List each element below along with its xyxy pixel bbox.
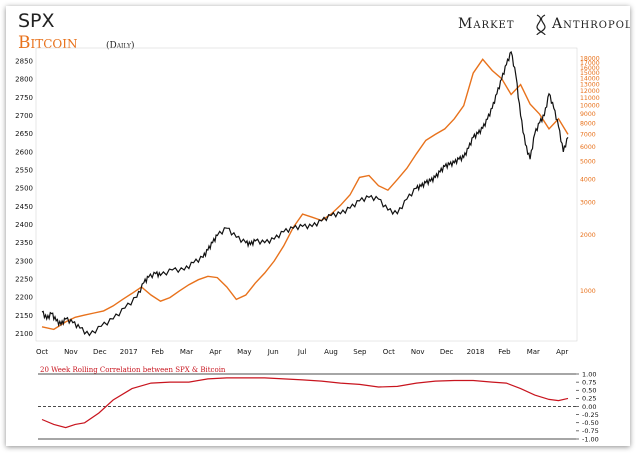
brand-right: Anthropology	[551, 16, 630, 32]
x-tick-label: Aug	[324, 348, 338, 356]
bitcoin-tick-label: 9000	[580, 111, 596, 118]
x-tick-label: Nov	[64, 348, 78, 356]
correlation-tick-label: 0.00	[582, 403, 596, 411]
spx-series-line	[41, 50, 569, 337]
x-axis: Oct Nov Dec 2017 Feb Mar Apr May Jun Jul Aug Sep Oct…	[36, 348, 568, 356]
spx-tick-label: 2250	[15, 276, 33, 284]
correlation-tick-label: -0.25	[582, 411, 599, 419]
x-tick-label: Dec	[93, 348, 107, 356]
x-tick-label: May	[237, 348, 251, 356]
bitcoin-axis: 1800017000160001500014000130001200011000…	[580, 55, 600, 294]
correlation-tick-label: 0.75	[582, 378, 596, 386]
spx-tick-label: 2700	[15, 112, 33, 120]
x-tick-label: Jun	[267, 348, 279, 356]
correlation-tick-label: 0.25	[582, 395, 596, 403]
bitcoin-tick-label: 4000	[580, 176, 596, 183]
spx-tick-label: 2500	[15, 185, 33, 193]
correlation-grid	[38, 373, 576, 440]
bitcoin-tick-label: 18000	[580, 55, 600, 62]
chart-title-spx: SPX	[18, 10, 55, 32]
x-tick-label: Apr	[209, 348, 221, 356]
x-tick-label: Feb	[151, 348, 164, 356]
bitcoin-tick-label: 14000	[580, 76, 600, 83]
correlation-tick-label: -0.75	[582, 427, 599, 435]
x-tick-label: 2018	[467, 348, 485, 356]
bitcoin-tick-label: 1000	[580, 288, 596, 295]
x-tick-label: Jul	[297, 348, 307, 356]
x-tick-label: Mar	[527, 348, 540, 356]
bitcoin-tick-label: 10000	[580, 103, 600, 110]
x-tick-label: Mar	[180, 348, 193, 356]
spx-tick-label: 2650	[15, 130, 33, 138]
bitcoin-tick-label: 8000	[580, 121, 596, 128]
bitcoin-tick-label: 7000	[580, 131, 596, 138]
chart-canvas: SPX Bitcoin (Daily) Market Anthropology …	[15, 10, 630, 443]
chart-title-bitcoin: Bitcoin	[18, 33, 78, 53]
spx-tick-label: 2600	[15, 148, 33, 156]
x-tick-label: Oct	[36, 348, 48, 356]
correlation-tick-label: 0.50	[582, 387, 596, 395]
spx-tick-label: 2450	[15, 203, 33, 211]
x-tick-label: 2017	[120, 348, 138, 356]
bitcoin-tick-label: 11000	[580, 95, 600, 102]
correlation-panel-title: 20 Week Rolling Correlation between SPX …	[40, 366, 226, 374]
spx-axis: 2850 2800 2750 2700 2650 2600 2550 2500 2450 2400…	[15, 58, 33, 338]
bitcoin-tick-label: 3000	[580, 200, 596, 207]
x-tick-label: Apr	[556, 348, 568, 356]
bitcoin-tick-label: 16000	[580, 65, 600, 72]
spx-tick-label: 2350	[15, 239, 33, 247]
brand-dna-icon	[536, 14, 546, 36]
correlation-axis: 1.000.750.500.250.00-0.25-0.50-0.75-1.00	[576, 370, 599, 443]
spx-tick-label: 2300	[15, 257, 33, 265]
spx-tick-label: 2550	[15, 167, 33, 175]
chart-frame: SPX Bitcoin (Daily) Market Anthropology …	[6, 6, 630, 446]
correlation-tick-label: -1.00	[582, 435, 599, 443]
brand-left: Market	[458, 16, 515, 32]
chart-interval-label: (Daily)	[106, 40, 135, 51]
x-tick-label: Sep	[353, 348, 367, 356]
bitcoin-tick-label: 13000	[580, 82, 600, 89]
spx-tick-label: 2800	[15, 76, 33, 84]
x-tick-label: Feb	[498, 348, 511, 356]
x-tick-label: Nov	[411, 348, 425, 356]
spx-tick-label: 2150	[15, 312, 33, 320]
bitcoin-tick-label: 15000	[580, 70, 600, 77]
spx-tick-label: 2100	[15, 330, 33, 338]
correlation-tick-label: 1.00	[582, 370, 596, 378]
spx-tick-label: 2400	[15, 221, 33, 229]
bitcoin-tick-label: 2000	[580, 232, 596, 239]
bitcoin-tick-label: 17000	[580, 60, 600, 67]
x-tick-label: Oct	[383, 348, 395, 356]
correlation-tick-label: -0.50	[582, 419, 599, 427]
bitcoin-tick-label: 12000	[580, 88, 600, 95]
correlation-series-line	[41, 377, 569, 429]
spx-tick-label: 2850	[15, 58, 33, 66]
main-plot-area	[35, 47, 578, 342]
bitcoin-tick-label: 6000	[580, 144, 596, 151]
x-tick-label: Dec	[440, 348, 454, 356]
spx-tick-label: 2200	[15, 294, 33, 302]
bitcoin-series-line	[41, 58, 569, 331]
spx-tick-label: 2750	[15, 94, 33, 102]
bitcoin-tick-label: 5000	[580, 158, 596, 165]
